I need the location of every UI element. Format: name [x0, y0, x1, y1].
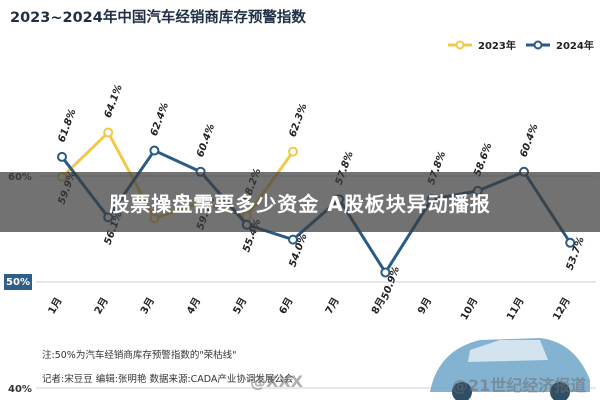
car-icon [430, 338, 590, 400]
data-point [57, 151, 67, 162]
x-axis: 1月 2月 3月 4月 5月 6月 7月 8月 9月 10月 11月 12月 [46, 296, 573, 323]
legend: 2023年 2024年 [448, 39, 594, 52]
data-label: 64.1% [103, 83, 125, 119]
data-point [288, 234, 298, 245]
banner-text: 股票操盘需要多少资金 A股板块异动播报 [109, 191, 491, 216]
credits: 记者:宋豆豆 编辑:张明艳 数据来源:CADA产业协调发展公会 [42, 373, 294, 385]
legend-marker [455, 40, 465, 50]
overlay-banner: 股票操盘需要多少资金 A股板块异动播报 [0, 172, 600, 232]
legend-label: 2023年 [478, 39, 516, 52]
data-label: 61.8% [56, 108, 78, 144]
data-point [103, 127, 114, 138]
x-tick-label: 4月 [184, 296, 203, 317]
data-label: 60.4% [518, 122, 540, 158]
legend-label: 2024年 [556, 39, 594, 52]
y-tick-label: 40% [8, 384, 32, 395]
watermark-left: @XXX [250, 372, 304, 391]
data-point [565, 237, 576, 248]
data-label: 62.3% [287, 102, 309, 138]
data-point [288, 146, 298, 157]
x-tick-label: 7月 [323, 296, 342, 317]
x-tick-label: 12月 [550, 296, 572, 323]
x-tick-label: 9月 [415, 296, 434, 317]
data-label: 60.4% [195, 122, 217, 158]
x-tick-label: 10月 [458, 296, 480, 323]
data-label: 62.4% [149, 101, 171, 137]
x-tick-label: 11月 [504, 296, 526, 323]
x-tick-label: 5月 [231, 296, 250, 317]
legend-marker [533, 40, 543, 50]
watermark-right: @21世纪经济报道 [452, 376, 587, 395]
x-tick-label: 1月 [46, 296, 65, 317]
x-tick-label: 2月 [92, 296, 111, 317]
chart-title: 2023~2024年中国汽车经销商库存预警指数 [10, 8, 306, 26]
x-tick-label: 3月 [138, 296, 157, 317]
threshold-badge: 50% [4, 274, 32, 290]
footnote: 注:50%为汽车经销商库存预警指数的"荣枯线" [42, 349, 237, 361]
data-point [380, 267, 391, 278]
x-tick-label: 6月 [277, 296, 296, 317]
data-point [149, 145, 160, 156]
